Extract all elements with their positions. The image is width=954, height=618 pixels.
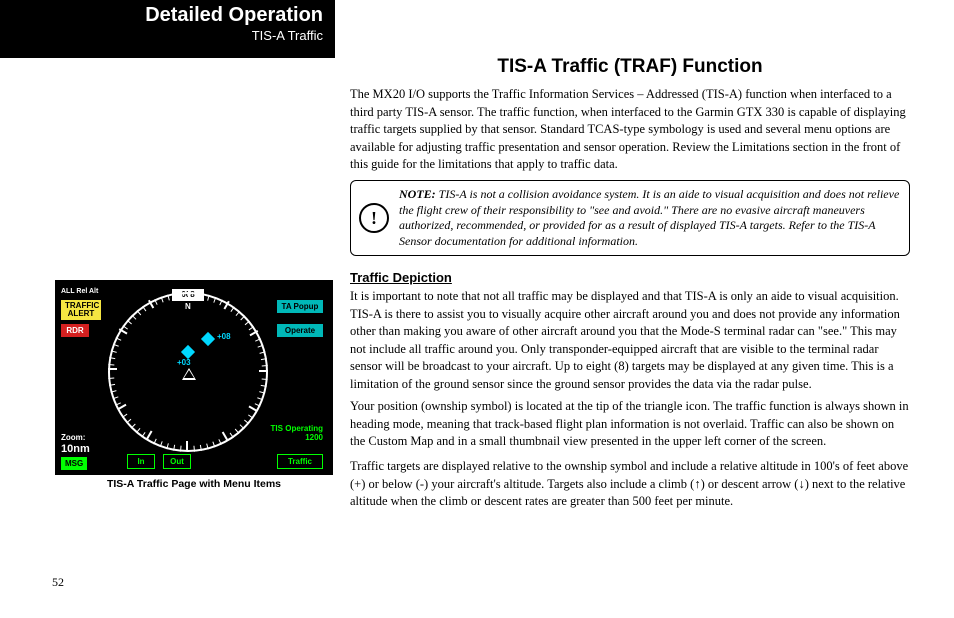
traffic-depiction-heading: Traffic Depiction [350, 270, 452, 285]
paragraph-1: It is important to note that not all tra… [350, 288, 910, 393]
all-rel-alt-label: ALL Rel Alt [61, 288, 98, 295]
note-box: ! NOTE: TIS-A is not a collision avoidan… [350, 180, 910, 256]
zoom-label: Zoom: 10nm [61, 434, 90, 455]
operate-button[interactable]: Operate [277, 324, 323, 337]
note-body: TIS-A is not a collision avoidance syste… [399, 187, 899, 248]
msg-badge[interactable]: MSG [61, 457, 87, 470]
alert-icon: ! [359, 203, 389, 233]
zoom-in-button[interactable]: In [127, 454, 155, 469]
ta-popup-button[interactable]: TA Popup [277, 300, 323, 313]
chapter-subtitle: TIS-A Traffic [0, 28, 323, 43]
traffic-screen: ALL Rel Alt 008 N +03 +08 TRAFFICALERT R… [55, 280, 333, 475]
page-number: 52 [52, 575, 64, 590]
paragraph-3: Traffic targets are displayed relative t… [350, 458, 910, 511]
intro-paragraph: The MX20 I/O supports the Traffic Inform… [350, 86, 910, 174]
tis-operating-label: TIS Operating 1200 [271, 425, 323, 443]
paragraph-2: Your position (ownship symbol) is locate… [350, 398, 910, 451]
figure: ALL Rel Alt 008 N +03 +08 TRAFFICALERT R… [55, 280, 333, 490]
note-text: NOTE: TIS-A is not a collision avoidance… [399, 187, 901, 249]
cardinal-n: N [185, 302, 191, 311]
note-label: NOTE: [399, 187, 436, 201]
rdr-button[interactable]: RDR [61, 324, 89, 337]
chapter-title: Detailed Operation [0, 4, 323, 27]
traffic-target-label-1: +03 [177, 358, 191, 367]
traffic-button[interactable]: Traffic [277, 454, 323, 469]
traffic-alert-button[interactable]: TRAFFICALERT [61, 300, 101, 320]
figure-caption: TIS-A Traffic Page with Menu Items [55, 478, 333, 490]
traffic-target-label-2: +08 [217, 332, 231, 341]
zoom-out-button[interactable]: Out [163, 454, 191, 469]
section-title: TIS-A Traffic (TRAF) Function [350, 56, 910, 78]
chapter-header: Detailed Operation TIS-A Traffic [0, 0, 335, 58]
